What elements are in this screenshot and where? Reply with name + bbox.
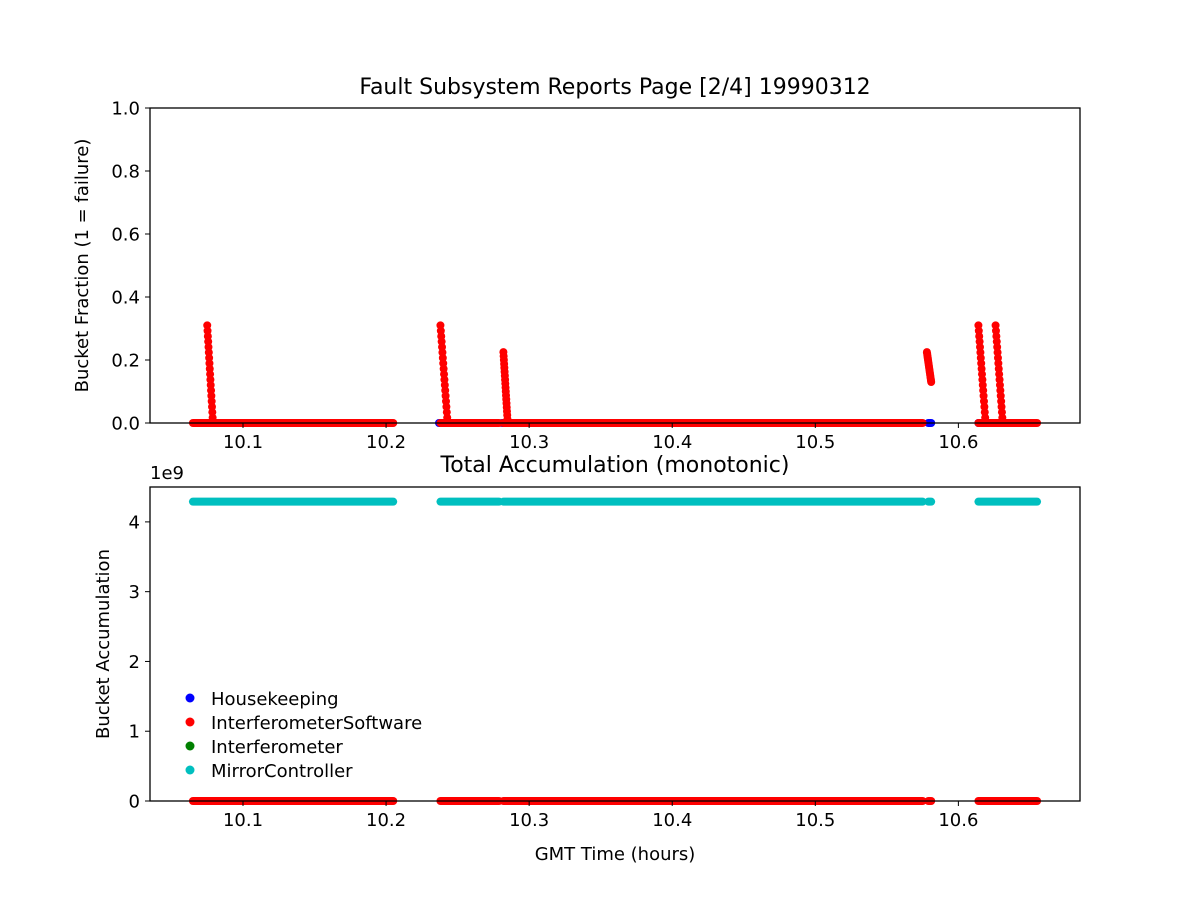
legend-marker-interferometer-software [185,717,195,727]
legend: Housekeeping InterferometerSoftware Inte… [185,689,422,782]
top-y-tick-label: 0.2 [111,351,140,372]
bottom-x-tick-label: 10.5 [795,810,835,831]
legend-label-housekeeping: Housekeeping [211,689,339,710]
bottom-y-tick-label: 1 [129,722,140,743]
top-plot-x-ticks: 10.1 10.2 10.3 10.4 10.5 10.6 [223,423,978,453]
bottom-plot-title: Total Accumulation (monotonic) [440,453,790,478]
bottom-plot-frame [149,486,1081,802]
top-x-tick-label: 10.4 [652,432,692,453]
top-x-tick-label: 10.2 [366,432,406,453]
bottom-plot-y-ticks: 0 1 2 3 4 [129,512,150,813]
top-y-tick-label: 0.6 [111,225,140,246]
legend-marker-mirror-controller [185,765,195,775]
top-x-tick-label: 10.1 [223,432,263,453]
legend-label-interferometer: Interferometer [211,737,343,758]
bottom-plot: Total Accumulation (monotonic) 1e9 10.1 1… [93,453,1081,865]
bottom-y-tick-label: 4 [129,512,140,533]
legend-label-interferometer-software: InterferometerSoftware [211,713,422,734]
bottom-x-tick-label: 10.2 [366,810,406,831]
legend-marker-housekeeping [185,693,195,703]
top-y-tick-label: 0.0 [111,414,140,435]
bottom-plot-x-axis-label: GMT Time (hours) [535,844,696,865]
bottom-y-tick-label: 0 [129,792,140,813]
top-x-tick-label: 10.6 [938,432,978,453]
bottom-y-tick-label: 2 [129,652,140,673]
bottom-y-tick-label: 3 [129,582,140,603]
bottom-x-tick-label: 10.6 [938,810,978,831]
legend-label-mirror-controller: MirrorController [211,761,353,782]
top-plot-frame [149,107,1081,424]
top-x-tick-label: 10.5 [795,432,835,453]
legend-marker-interferometer [185,741,195,751]
top-plot: Fault Subsystem Reports Page [2/4] 19990… [72,75,1081,453]
bottom-plot-y-axis-label: Bucket Accumulation [93,549,114,739]
top-plot-title: Fault Subsystem Reports Page [2/4] 19990… [359,75,870,100]
bottom-x-tick-label: 10.3 [509,810,549,831]
top-plot-y-ticks: 0.0 0.2 0.4 0.6 0.8 1.0 [111,99,150,435]
bottom-plot-x-ticks: 10.1 10.2 10.3 10.4 10.5 10.6 [223,801,978,831]
bottom-x-tick-label: 10.4 [652,810,692,831]
top-y-tick-label: 0.8 [111,162,140,183]
top-plot-y-axis-label: Bucket Fraction (1 = failure) [72,139,93,393]
bottom-plot-offset-text: 1e9 [150,463,184,484]
top-y-tick-label: 0.4 [111,288,140,309]
bottom-x-tick-label: 10.1 [223,810,263,831]
top-y-tick-label: 1.0 [111,99,140,120]
top-interferometersoftware-point [927,378,936,387]
top-x-tick-label: 10.3 [509,432,549,453]
